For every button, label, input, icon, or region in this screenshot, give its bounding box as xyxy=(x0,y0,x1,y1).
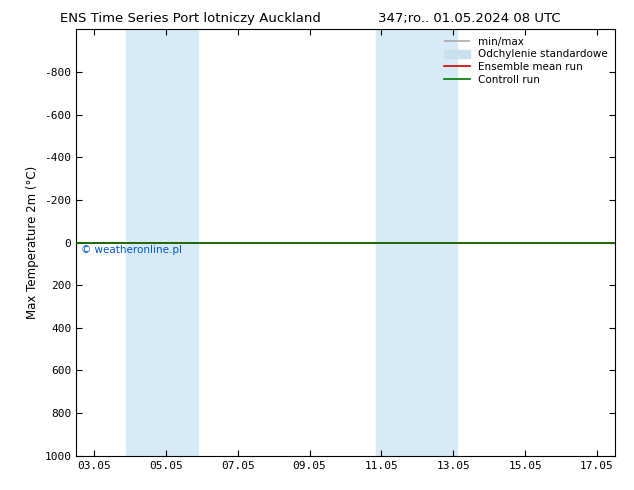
Legend: min/max, Odchylenie standardowe, Ensemble mean run, Controll run: min/max, Odchylenie standardowe, Ensembl… xyxy=(441,35,610,87)
Text: © weatheronline.pl: © weatheronline.pl xyxy=(81,245,183,255)
Bar xyxy=(126,29,198,456)
Bar xyxy=(376,29,457,456)
Y-axis label: Max Temperature 2m (°C): Max Temperature 2m (°C) xyxy=(25,166,39,319)
Text: 347;ro.. 01.05.2024 08 UTC: 347;ro.. 01.05.2024 08 UTC xyxy=(378,12,560,25)
Text: ENS Time Series Port lotniczy Auckland: ENS Time Series Port lotniczy Auckland xyxy=(60,12,321,25)
